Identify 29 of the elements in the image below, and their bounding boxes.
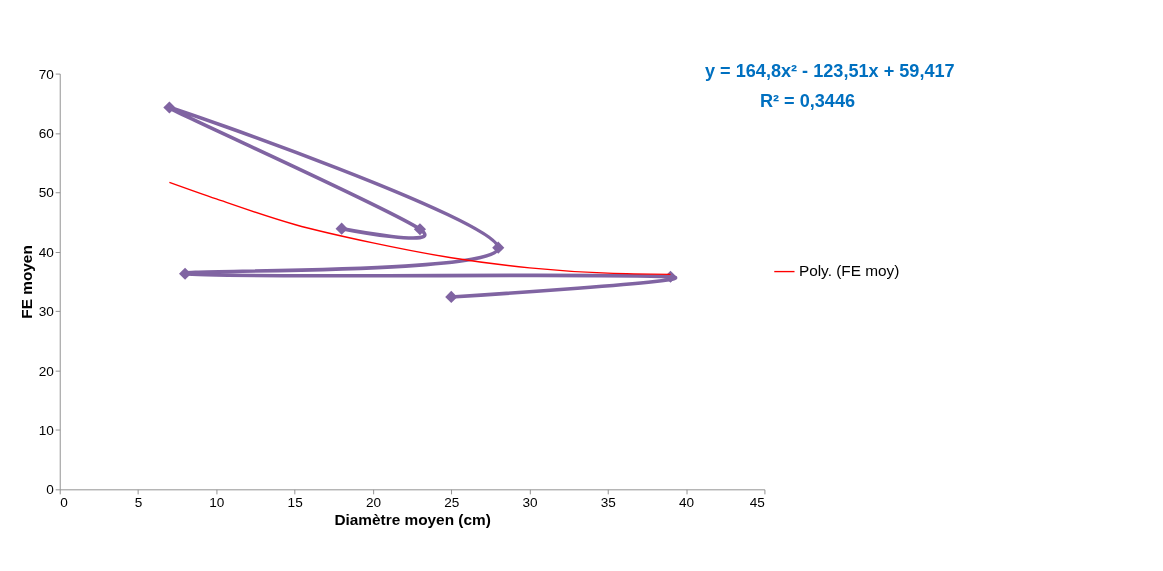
y-tick-label: 50: [38, 185, 55, 201]
point: [178, 267, 192, 280]
annotation: R² = 0,3446: [759, 91, 856, 112]
point: [163, 101, 176, 114]
x-tick-label: 20: [365, 495, 382, 511]
y-tick-label: 40: [38, 244, 55, 260]
x-tick-label: 30: [522, 495, 539, 511]
x-tick-label: 40: [679, 495, 695, 511]
legend-label: Poly. (FE moy): [798, 262, 900, 280]
x-tick-label: 0: [60, 495, 69, 511]
y-tick-label: 0: [46, 482, 55, 498]
x-axis-title: Diamètre moyen (cm): [334, 511, 491, 529]
x-tick-label: 15: [287, 495, 303, 511]
point: [445, 290, 458, 304]
point: [492, 241, 505, 254]
x-tick-label: 25: [444, 495, 460, 511]
y-tick-label: 10: [38, 422, 55, 438]
x-tick-label: 35: [600, 495, 616, 511]
x-tick-label: 10: [209, 495, 225, 511]
y-tick-label: 70: [38, 66, 55, 82]
y-tick-label: 20: [38, 363, 55, 379]
x-tick-label: 5: [134, 495, 143, 511]
point: [413, 223, 427, 236]
annotation: y = 164,8x² - 123,51x + 59,417: [704, 61, 955, 82]
x-tick-label: 45: [749, 495, 765, 511]
y-tick-label: 30: [38, 304, 55, 320]
y-axis-title: FE moyen: [17, 245, 35, 319]
y-tick-label: 60: [38, 126, 55, 141]
point: [335, 222, 348, 235]
